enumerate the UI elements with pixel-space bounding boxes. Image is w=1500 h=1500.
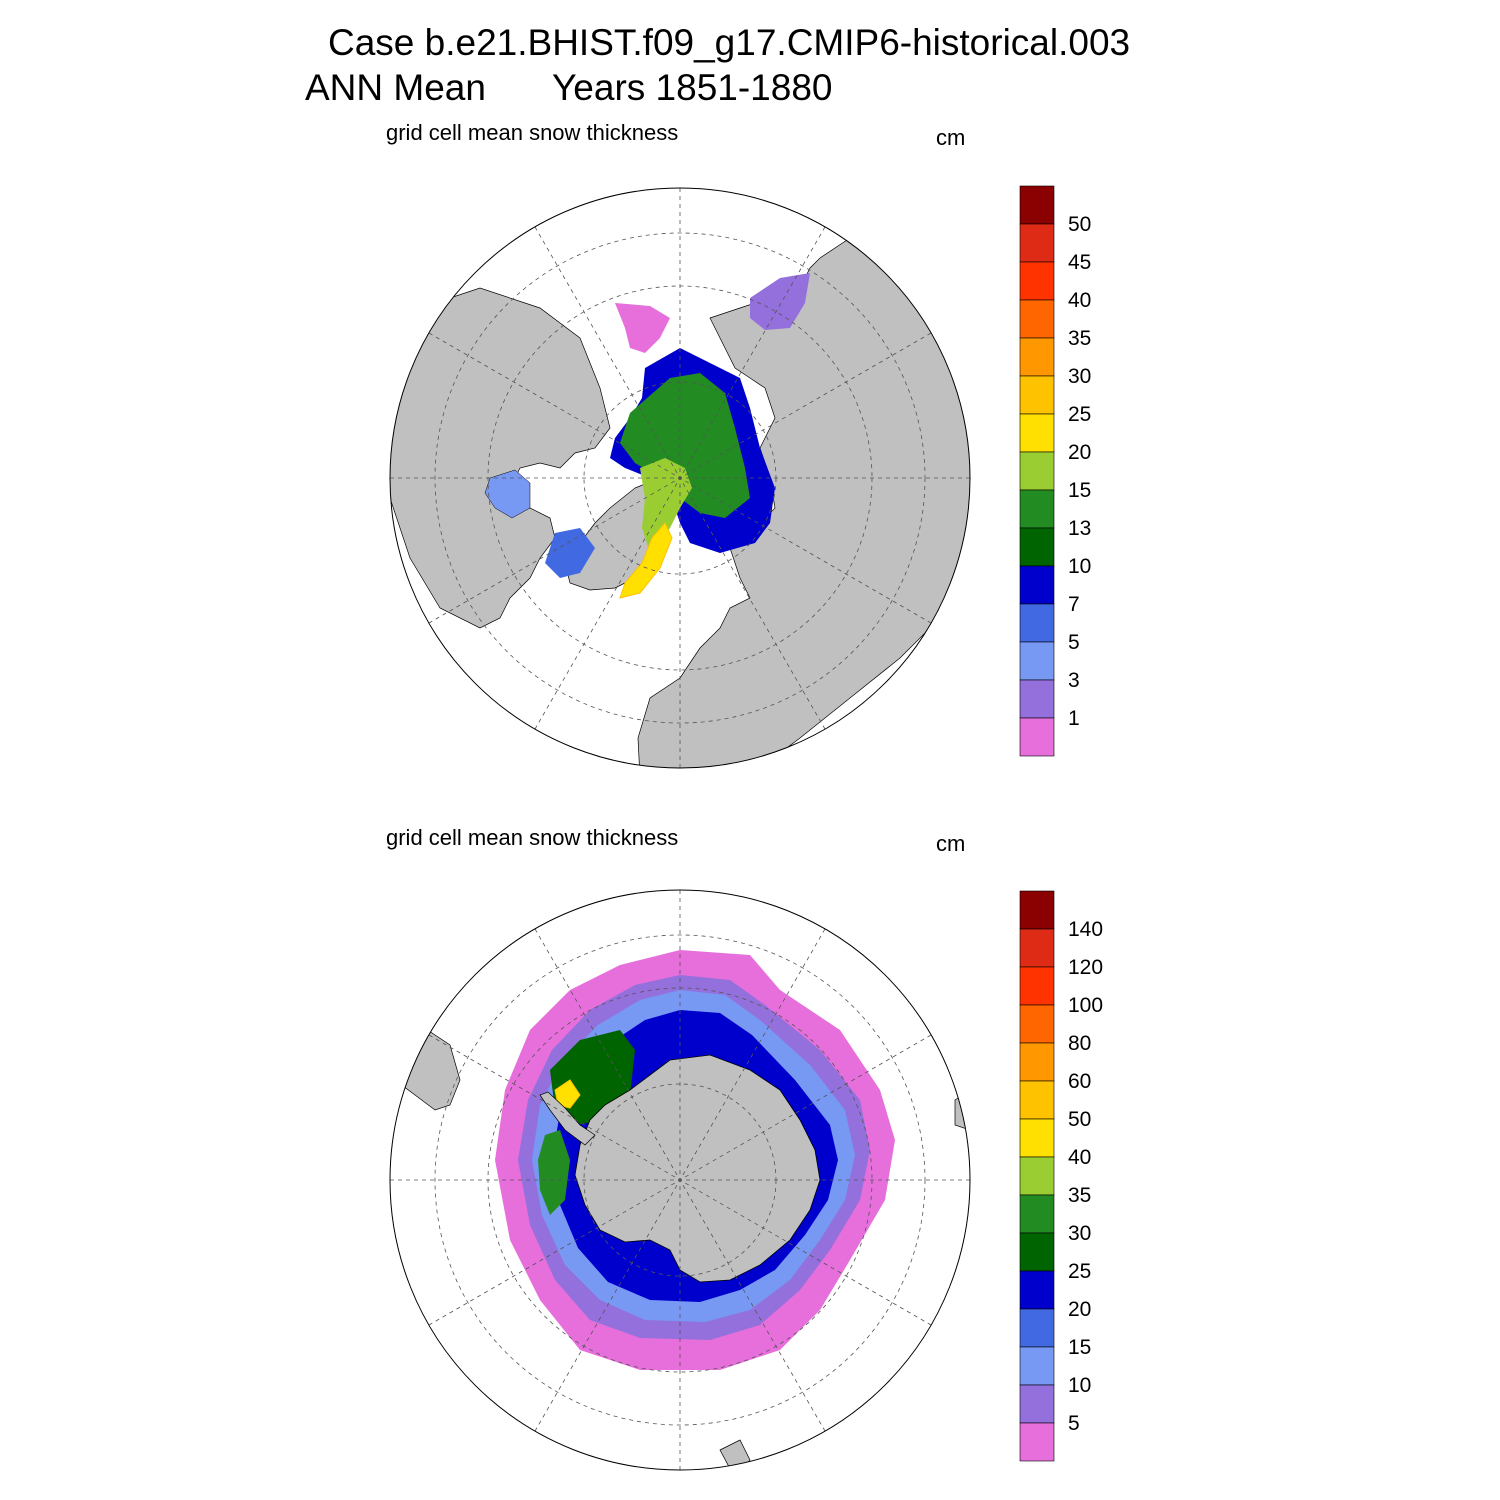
south-colorbar-box (1019, 966, 1055, 1006)
north-colorbar-tick-label: 50 (1068, 213, 1091, 236)
south-colorbar-tick-label: 100 (1068, 994, 1103, 1017)
arctic-ice-yellow (619, 522, 673, 599)
bellingshausen-ice-green (538, 1130, 570, 1215)
north-colorbar-box (1019, 641, 1055, 681)
south-colorbar-box (1019, 1042, 1055, 1082)
north-colorbar-box (1019, 299, 1055, 339)
baffin-ice (545, 528, 595, 578)
south-colorbar-box (1019, 1422, 1055, 1462)
north-colorbar-tick-label: 20 (1068, 441, 1091, 464)
south-colorbar-tick-label: 60 (1068, 1070, 1091, 1093)
north-colorbar-tick-label: 5 (1068, 631, 1080, 654)
north-colorbar-box (1019, 603, 1055, 643)
north-colorbar-tick-label: 10 (1068, 555, 1091, 578)
south-colorbar: 5 10 15 20 25 30 35 40 50 60 80 100 120 140 (1019, 890, 1103, 1462)
south-colorbar-box (1019, 1004, 1055, 1044)
north-colorbar-box (1019, 489, 1055, 529)
africa-tip (954, 1089, 970, 1131)
arctic-ice-green (620, 373, 750, 518)
south-colorbar-box (1019, 1270, 1055, 1310)
north-colorbar-box (1019, 527, 1055, 567)
north-colorbar-tick-label: 35 (1068, 327, 1091, 350)
north-colorbar-tick-label: 25 (1068, 403, 1091, 426)
north-colorbar-tick-label: 1 (1068, 707, 1080, 730)
north-colorbar-box (1019, 717, 1055, 757)
south-colorbar-box (1019, 1118, 1055, 1158)
north-panel-units: cm (936, 125, 966, 150)
arctic-graticule (390, 188, 970, 768)
north-panel-label: grid cell mean snow thickness (386, 120, 679, 145)
south-colorbar-box (1019, 1194, 1055, 1234)
north-colorbar-tick-label: 45 (1068, 251, 1091, 274)
north-colorbar-box (1019, 565, 1055, 605)
south-colorbar-box (1019, 1232, 1055, 1272)
north-colorbar-box (1019, 679, 1055, 719)
arctic-map (389, 187, 971, 769)
north-colorbar-boxes (1019, 185, 1055, 757)
north-colorbar-tick-label: 7 (1068, 593, 1080, 616)
antarctic-map (389, 889, 971, 1471)
south-panel-label: grid cell mean snow thickness (386, 825, 679, 850)
south-colorbar-box (1019, 1346, 1055, 1386)
south-panel-units: cm (936, 831, 966, 856)
south-colorbar-tick-label: 35 (1068, 1184, 1091, 1207)
south-colorbar-boxes (1019, 890, 1055, 1462)
plot-title-years: Years 1851-1880 (552, 67, 833, 108)
okhotsk-ice (750, 273, 810, 330)
south-colorbar-tick-label: 50 (1068, 1108, 1091, 1131)
north-colorbar-tick-label: 13 (1068, 517, 1091, 540)
antarctic-graticule (390, 890, 970, 1470)
south-colorbar-labels: 5 10 15 20 25 30 35 40 50 60 80 100 120 140 (1068, 918, 1103, 1435)
north-colorbar-box (1019, 223, 1055, 263)
south-colorbar-tick-label: 40 (1068, 1146, 1091, 1169)
south-colorbar-tick-label: 30 (1068, 1222, 1091, 1245)
south-colorbar-tick-label: 25 (1068, 1260, 1091, 1283)
north-colorbar-box (1019, 185, 1055, 225)
bering-ice (615, 303, 670, 353)
north-colorbar-box (1019, 451, 1055, 491)
south-colorbar-tick-label: 5 (1068, 1412, 1080, 1435)
north-colorbar-tick-label: 15 (1068, 479, 1091, 502)
plot-title-case: Case b.e21.BHIST.f09_g17.CMIP6-historica… (328, 22, 1131, 63)
antarctic-peninsula (539, 1091, 596, 1146)
north-colorbar-tick-label: 30 (1068, 365, 1091, 388)
plot-title-season: ANN Mean (305, 67, 486, 108)
south-colorbar-box (1019, 1384, 1055, 1424)
south-colorbar-tick-label: 140 (1068, 918, 1103, 941)
south-colorbar-tick-label: 120 (1068, 956, 1103, 979)
hudson-bay-ice (484, 469, 531, 519)
north-colorbar-box (1019, 337, 1055, 377)
south-colorbar-tick-label: 15 (1068, 1336, 1091, 1359)
south-colorbar-box (1019, 890, 1055, 930)
south-colorbar-tick-label: 10 (1068, 1374, 1091, 1397)
south-colorbar-box (1019, 1080, 1055, 1120)
south-colorbar-tick-label: 20 (1068, 1298, 1091, 1321)
north-colorbar-box (1019, 375, 1055, 415)
south-colorbar-box (1019, 1156, 1055, 1196)
south-colorbar-tick-label: 80 (1068, 1032, 1091, 1055)
south-colorbar-box (1019, 928, 1055, 968)
north-colorbar-tick-label: 40 (1068, 289, 1091, 312)
north-colorbar-box (1019, 413, 1055, 453)
north-colorbar-tick-label: 3 (1068, 669, 1080, 692)
arctic-ice-yellowgreen (640, 458, 692, 553)
north-colorbar-box (1019, 261, 1055, 301)
south-colorbar-box (1019, 1308, 1055, 1348)
